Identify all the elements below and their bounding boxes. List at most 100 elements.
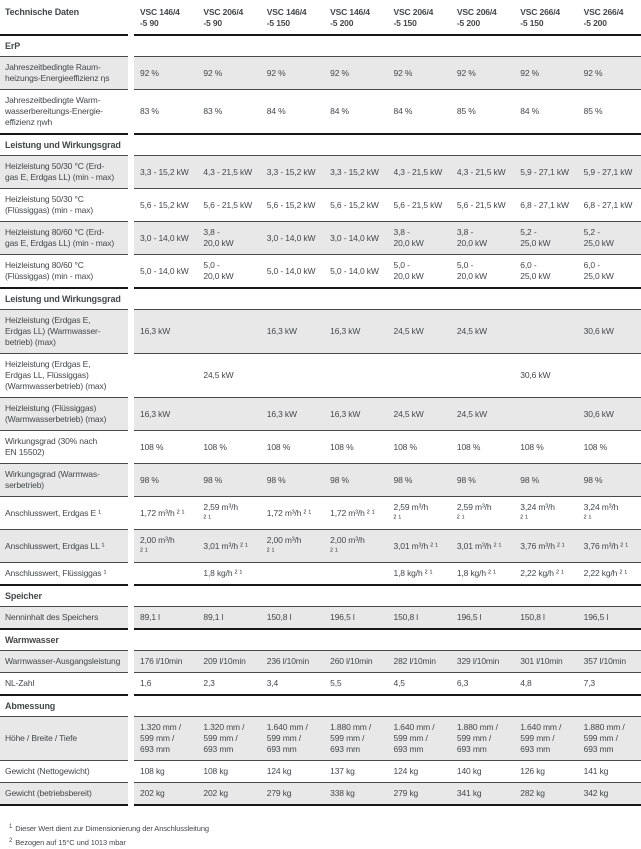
- value-cell: 83 %: [140, 106, 159, 116]
- value-cell: [514, 310, 577, 353]
- value-cell: 5,2 - 25,0 kW: [583, 227, 614, 248]
- value-cell: 83 %: [203, 106, 223, 116]
- value-cell: 124 kg: [266, 766, 292, 776]
- value-cell: 5,2 - 25,0 kW: [520, 227, 551, 248]
- value-cell: 98 %: [140, 474, 159, 485]
- value-cell: 84 %: [393, 106, 413, 116]
- value-cell: 5,0 - 20,0 kW: [203, 260, 234, 281]
- value-cell: 1.320 mm / 599 mm / 693 mm: [203, 722, 245, 754]
- value-cell: 1.640 mm / 599 mm / 693 mm: [266, 722, 308, 754]
- section: Leistung und Wirkungsgrad Heizleistung 50…: [0, 133, 641, 287]
- value-cell: 141 kg: [583, 766, 609, 776]
- section-title: Abmessung: [0, 694, 128, 717]
- value-cell: 282 kg: [520, 788, 545, 798]
- value-cell: 3,8 - 20,0 kW: [393, 227, 424, 248]
- value-cell: 3,01 m³/h ² ¹: [203, 540, 248, 551]
- value-cell: 89,1 l: [203, 612, 224, 622]
- value-cell: 89,1 l: [140, 612, 160, 622]
- section-title: Leistung und Wirkungsgrad: [0, 287, 128, 310]
- row-values: 1,8 kg/h ² ¹ 1,8 kg/h ² ¹ 1,8 kg/h ² ¹ 2,22…: [134, 563, 641, 584]
- section-header-fill: [134, 694, 641, 717]
- footnote-marker: 2: [9, 838, 13, 844]
- row-label: Heizleistung 50/30 °C (Erd- gas E, Erdga…: [0, 156, 128, 189]
- value-cell: [197, 310, 260, 353]
- column-header: VSC 206/4 -5 200: [456, 7, 497, 28]
- section-header-fill: [134, 133, 641, 156]
- value-cell: 202 kg: [203, 788, 228, 798]
- value-cell: 7,3: [583, 678, 596, 688]
- value-cell: 3,01 m³/h ² ¹: [456, 540, 502, 551]
- value-cell: 196,5 l: [583, 612, 609, 622]
- table-row: Heizleistung 80/60 °C (Flüssiggas) (min …: [0, 255, 641, 287]
- value-cell: 4,8: [520, 678, 532, 688]
- value-cell: 150,8 l: [520, 612, 545, 622]
- value-cell: 5,0 - 14,0 kW: [266, 265, 316, 276]
- value-cell: 16,3 kW: [140, 408, 171, 419]
- value-cell: 3,8 - 20,0 kW: [203, 227, 234, 248]
- value-cell: 84 %: [520, 106, 540, 116]
- value-cell: 140 kg: [456, 766, 482, 776]
- row-label: Heizleistung (Erdgas E, Erdgas LL) (Warm…: [0, 310, 128, 354]
- value-cell: 5,0 - 14,0 kW: [330, 265, 379, 276]
- table-row: Jahreszeitbedingte Raum- heizungs-Energi…: [0, 57, 641, 90]
- value-cell: 3,3 - 15,2 kW: [266, 166, 316, 177]
- value-cell: 108 %: [583, 441, 608, 452]
- value-cell: 108 %: [140, 441, 164, 452]
- value-cell: 85 %: [583, 106, 603, 116]
- value-cell: 3,01 m³/h ² ¹: [393, 540, 438, 551]
- value-cell: 16,3 kW: [330, 408, 361, 419]
- value-cell: 1,8 kg/h ² ¹: [393, 568, 433, 578]
- row-label: Nenninhalt des Speichers: [0, 607, 128, 628]
- value-cell: 6,3: [456, 678, 469, 688]
- value-cell: 5,6 - 15,2 kW: [266, 199, 316, 210]
- column-header: VSC 206/4 -5 90: [203, 7, 244, 28]
- section-title: Warmwasser: [0, 628, 128, 651]
- value-cell: 3,0 - 14,0 kW: [330, 232, 379, 243]
- value-cell: 3,8 - 20,0 kW: [456, 227, 488, 248]
- table-body: ErP Jahreszeitbedingte Raum- heizungs-Ene…: [0, 34, 641, 804]
- row-label: Heizleistung 80/60 °C (Flüssiggas) (min …: [5, 260, 94, 281]
- value-cell: 3,76 m³/h ² ¹: [520, 540, 565, 551]
- row-label: Gewicht (betriebsbereit): [0, 783, 128, 804]
- table-row: Warmwasser-Ausgangsleistung 176 l/10min 20…: [0, 651, 641, 673]
- section-header-row: Leistung und Wirkungsgrad: [0, 287, 641, 310]
- row-values: 202 kg 202 kg 279 kg 338 kg 279 kg 341 kg 282 …: [134, 783, 641, 804]
- column-header: VSC 146/4 -5 90: [140, 7, 180, 28]
- value-cell: 85 %: [456, 106, 476, 116]
- value-cell: 6,0 - 25,0 kW: [583, 260, 614, 281]
- table-row: Nenninhalt des Speichers 89,1 l 89,1 l 150,…: [0, 607, 641, 628]
- value-cell: 16,3 kW: [140, 326, 171, 336]
- row-values: 3,3 - 15,2 kW 4,3 - 21,5 kW 3,3 - 15,2 kW 3…: [134, 156, 641, 189]
- column-header: VSC 206/4 -5 150: [393, 7, 434, 28]
- row-label: NL-Zahl: [5, 678, 35, 688]
- value-cell: 30,6 kW: [520, 370, 551, 380]
- row-values: 83 % 83 % 84 % 84 % 84 % 85 % 84 % 85 %: [134, 90, 641, 133]
- value-cell: 176 l/10min: [140, 656, 183, 666]
- value-cell: 24,5 kW: [393, 408, 424, 419]
- value-cell: 2,22 kg/h ² ¹: [520, 568, 564, 578]
- value-cell: 1,72 m³/h ² ¹: [266, 507, 312, 518]
- value-cell: 98 %: [330, 474, 349, 485]
- section: Warmwasser Warmwasser-Ausgangsleistung 176…: [0, 628, 641, 694]
- section: Leistung und Wirkungsgrad Heizleistung (E…: [0, 287, 641, 584]
- value-cell: 5,0 - 20,0 kW: [456, 260, 488, 281]
- value-cell: 301 l/10min: [520, 656, 563, 666]
- row-label: Anschlusswert, Erdgas E ¹: [0, 497, 128, 530]
- value-cell: 24,5 kW: [456, 408, 488, 419]
- column-headers: VSC 146/4 -5 90 VSC 206/4 -5 90 VSC 146/4 …: [134, 3, 641, 34]
- value-cell: 329 l/10min: [456, 656, 500, 666]
- column-header: VSC 146/4 -5 200: [330, 7, 370, 28]
- value-cell: 1.880 mm / 599 mm / 693 mm: [456, 722, 498, 754]
- table-row: Heizleistung (Flüssiggas) (Warmwasserbet…: [0, 398, 641, 431]
- table-header-row: Technische Daten VSC 146/4 -5 90 VSC 206/…: [0, 3, 641, 34]
- row-values: 98 % 98 % 98 % 98 % 98 % 98 % 98 % 98 %: [134, 464, 641, 497]
- value-cell: 1.640 mm / 599 mm / 693 mm: [520, 722, 562, 754]
- value-cell: 260 l/10min: [330, 656, 373, 666]
- value-cell: 279 kg: [393, 788, 419, 798]
- value-cell: 2,3: [203, 678, 215, 688]
- value-cell: 6,0 - 25,0 kW: [520, 260, 551, 281]
- row-values: 1,72 m³/h ² ¹ 2,59 m³/h ² ¹ 1,72 m³/h ² ¹ 1…: [134, 497, 641, 530]
- row-label: Heizleistung 50/30 °C (Flüssiggas) (min …: [0, 189, 128, 222]
- row-label: Wirkungsgrad (30% nach EN 15502): [0, 431, 128, 464]
- column-header: VSC 266/4 -5 150: [520, 7, 561, 28]
